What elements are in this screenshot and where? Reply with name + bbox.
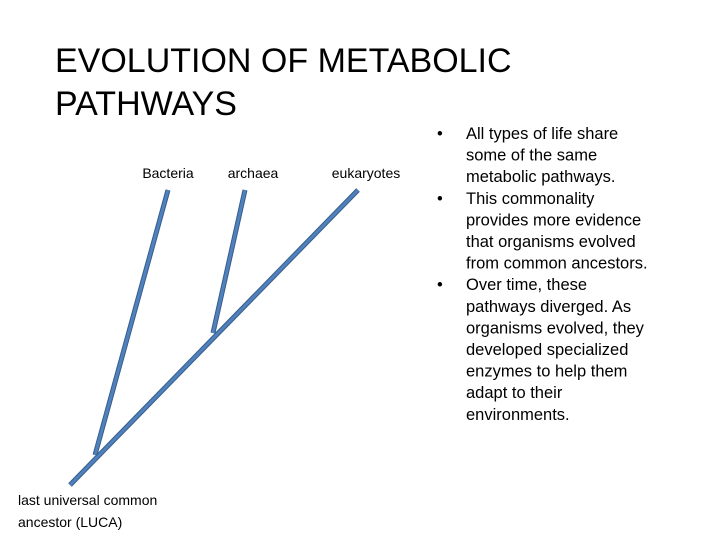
branch bbox=[93, 189, 170, 456]
bullet-marker: • bbox=[437, 125, 443, 143]
bullet-marker: • bbox=[437, 276, 443, 294]
bullet-text: This commonality bbox=[466, 190, 595, 208]
branch bbox=[211, 189, 247, 334]
bullet-text: pathways diverged. As bbox=[466, 298, 631, 316]
leaf-label: archaea bbox=[228, 165, 279, 181]
bullet-marker: • bbox=[437, 190, 443, 208]
bullet-text: that organisms evolved bbox=[466, 233, 636, 251]
bullet-text: provides more evidence bbox=[466, 211, 641, 229]
bullet-text: enzymes to help them bbox=[466, 363, 627, 381]
leaf-label: eukaryotes bbox=[332, 165, 400, 181]
bullet-text: All types of life share bbox=[466, 125, 618, 143]
bullet-text: Over time, these bbox=[466, 276, 587, 294]
root-label: ancestor (LUCA) bbox=[18, 514, 122, 530]
bullet-text: metabolic pathways. bbox=[466, 168, 616, 186]
bullet-list: • All types of life share some of the same… bbox=[437, 125, 648, 424]
title-line: PATHWAYS bbox=[55, 85, 237, 123]
branch bbox=[68, 188, 360, 487]
bullet-text: adapt to their bbox=[466, 384, 563, 402]
title-line: EVOLUTION OF METABOLIC bbox=[55, 42, 512, 80]
bullet-text: environments. bbox=[466, 406, 570, 424]
bullet-text: organisms evolved, they bbox=[466, 319, 645, 337]
bullet-text: from common ancestors. bbox=[466, 255, 648, 273]
tree: Bacteria archaea eukaryotes last univers… bbox=[18, 165, 400, 530]
root-label: last universal common bbox=[18, 492, 157, 508]
bullet-text: some of the same bbox=[466, 147, 597, 165]
leaf-label: Bacteria bbox=[142, 165, 194, 181]
bullet-text: developed specialized bbox=[466, 341, 628, 359]
